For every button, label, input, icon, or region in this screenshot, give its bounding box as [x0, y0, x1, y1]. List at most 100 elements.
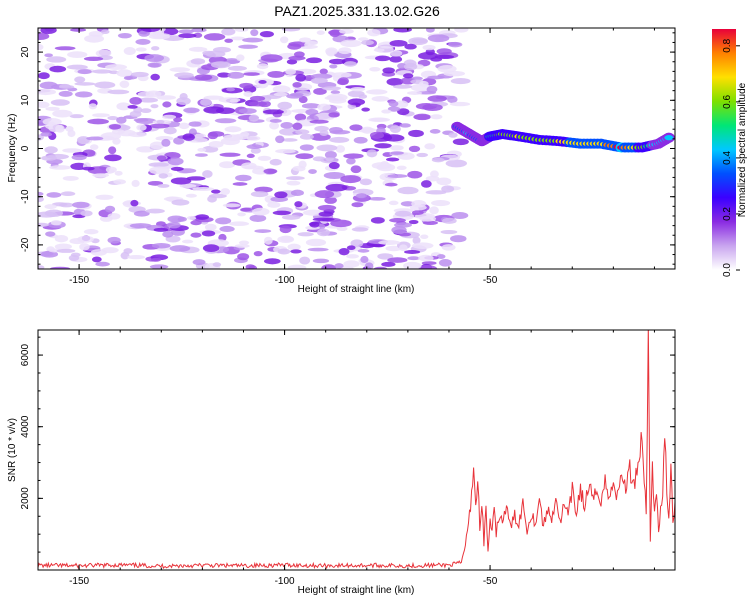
- heatmap-noise-blob: [436, 254, 446, 259]
- heatmap-noise-blob: [38, 222, 50, 227]
- heatmap-noise-blob: [448, 132, 458, 138]
- heatmap-noise-blob: [232, 182, 248, 186]
- heatmap-noise-blob: [449, 101, 471, 107]
- heatmap-noise-blob: [329, 64, 338, 69]
- heatmap-noise-blob: [389, 56, 403, 63]
- heatmap-noise-blob: [384, 182, 398, 187]
- heatmap-noise-blob: [397, 108, 410, 116]
- heatmap-noise-blob: [182, 133, 195, 141]
- heatmap-noise-blob: [68, 254, 80, 262]
- heatmap-noise-blob: [286, 59, 298, 65]
- heatmap-noise-blob: [313, 87, 327, 95]
- heatmap-noise-blob: [381, 261, 396, 267]
- heatmap-noise-blob: [136, 124, 147, 131]
- heatmap-noise-blob: [388, 100, 399, 107]
- heatmap-noise-blob: [299, 133, 314, 140]
- heatmap-noise-blob: [40, 28, 57, 34]
- snr-series-line: [38, 330, 675, 570]
- heatmap-noise-blob: [357, 37, 369, 42]
- heatmap-noise-blob: [207, 195, 217, 203]
- heatmap-noise-blob: [44, 204, 57, 210]
- heatmap-noise-blob: [166, 221, 181, 229]
- heatmap-noise-blob: [250, 147, 261, 154]
- heatmap-noise-blob: [281, 28, 301, 32]
- heatmap-noise-blob: [237, 212, 246, 217]
- heatmap-noise-blob: [123, 248, 133, 254]
- heatmap-noise-blob: [305, 108, 319, 116]
- heatmap-noise-blob: [83, 56, 104, 61]
- heatmap-noise-blob: [201, 230, 216, 237]
- heatmap-noise-blob: [381, 109, 392, 114]
- heatmap-noise-blob: [400, 201, 415, 207]
- heatmap-noise-blob: [149, 264, 169, 269]
- heatmap-noise-blob: [361, 107, 370, 112]
- heatmap-noise-blob: [434, 54, 455, 59]
- heatmap-noise-blob: [108, 146, 117, 155]
- heatmap-noise-blob: [445, 159, 468, 168]
- heatmap-noise-blob: [418, 80, 429, 87]
- heatmap-noise-blob: [399, 244, 408, 252]
- heatmap-noise-blob: [49, 165, 72, 170]
- heatmap-noise-blob: [361, 40, 374, 46]
- heatmap-noise-blob: [325, 47, 338, 56]
- heatmap-noise-blob: [203, 33, 226, 41]
- heatmap-noise-blob: [429, 206, 439, 215]
- heatmap-noise-blob: [319, 68, 328, 75]
- heatmap-noise-blob: [140, 28, 161, 33]
- heatmap-noise-blob: [330, 219, 352, 228]
- heatmap-noise-blob: [334, 263, 344, 269]
- heatmap-noise-blob: [275, 149, 296, 154]
- heatmap-noise-blob: [44, 146, 58, 154]
- heatmap-noise-blob: [349, 124, 363, 131]
- heatmap-noise-blob: [228, 221, 250, 227]
- heatmap-noise-blob: [329, 126, 343, 134]
- heatmap-noise-blob: [324, 150, 337, 159]
- heatmap-noise-blob: [389, 50, 403, 57]
- heatmap-noise-blob: [390, 145, 404, 151]
- heatmap-noise-blob: [170, 166, 184, 171]
- heatmap-noise-blob: [281, 214, 301, 220]
- heatmap-noise-blob: [169, 245, 191, 252]
- heatmap-noise-blob: [357, 249, 370, 253]
- heatmap-noise-blob: [369, 131, 385, 139]
- heatmap-noise-blob: [140, 108, 152, 114]
- heatmap-noise-blob: [208, 141, 224, 148]
- heatmap-noise-blob: [69, 114, 84, 119]
- heatmap-noise-blob: [451, 212, 469, 219]
- heatmap-noise-blob: [301, 103, 321, 109]
- heatmap-noise-blob: [211, 189, 221, 194]
- heatmap-noise-blob: [382, 67, 395, 74]
- heatmap-noise-blob: [373, 48, 385, 52]
- heatmap-noise-blob: [290, 249, 302, 254]
- heatmap-noise-blob: [178, 33, 197, 39]
- heatmap-noise-blob: [38, 265, 45, 269]
- heatmap-noise-blob: [133, 210, 150, 217]
- heatmap-noise-blob: [41, 155, 57, 161]
- heatmap-noise-blob: [203, 95, 224, 100]
- heatmap-noise-blob: [267, 201, 281, 208]
- heatmap-noise-blob: [413, 113, 431, 121]
- heatmap-noise-blob: [38, 32, 50, 41]
- heatmap-noise-blob: [430, 114, 443, 120]
- heatmap-noise-blob: [149, 166, 170, 175]
- heatmap-noise-blob: [295, 129, 310, 135]
- heatmap-noise-blob: [215, 107, 236, 114]
- heatmap-noise-blob: [107, 89, 130, 95]
- heatmap-noise-blob: [202, 244, 220, 252]
- heatmap-noise-blob: [77, 235, 94, 243]
- heatmap-noise-blob: [324, 196, 337, 204]
- heatmap-noise-blob: [314, 125, 329, 132]
- heatmap-noise-blob: [252, 167, 269, 175]
- heatmap-noise-blob: [156, 155, 167, 161]
- snr-frame: [37, 329, 676, 571]
- heatmap-noise-blob: [411, 199, 427, 208]
- heatmap-noise-blob: [173, 117, 183, 123]
- heatmap-noise-blob: [299, 144, 314, 151]
- heatmap-noise-blob: [163, 127, 177, 135]
- heatmap-noise-blob: [151, 46, 160, 51]
- heatmap-noise-blob: [412, 236, 421, 245]
- heatmap-noise-blob: [240, 131, 250, 137]
- heatmap-noise-blob: [237, 253, 250, 261]
- heatmap-noise-blob: [46, 192, 62, 198]
- heatmap-noise-blob: [90, 249, 107, 256]
